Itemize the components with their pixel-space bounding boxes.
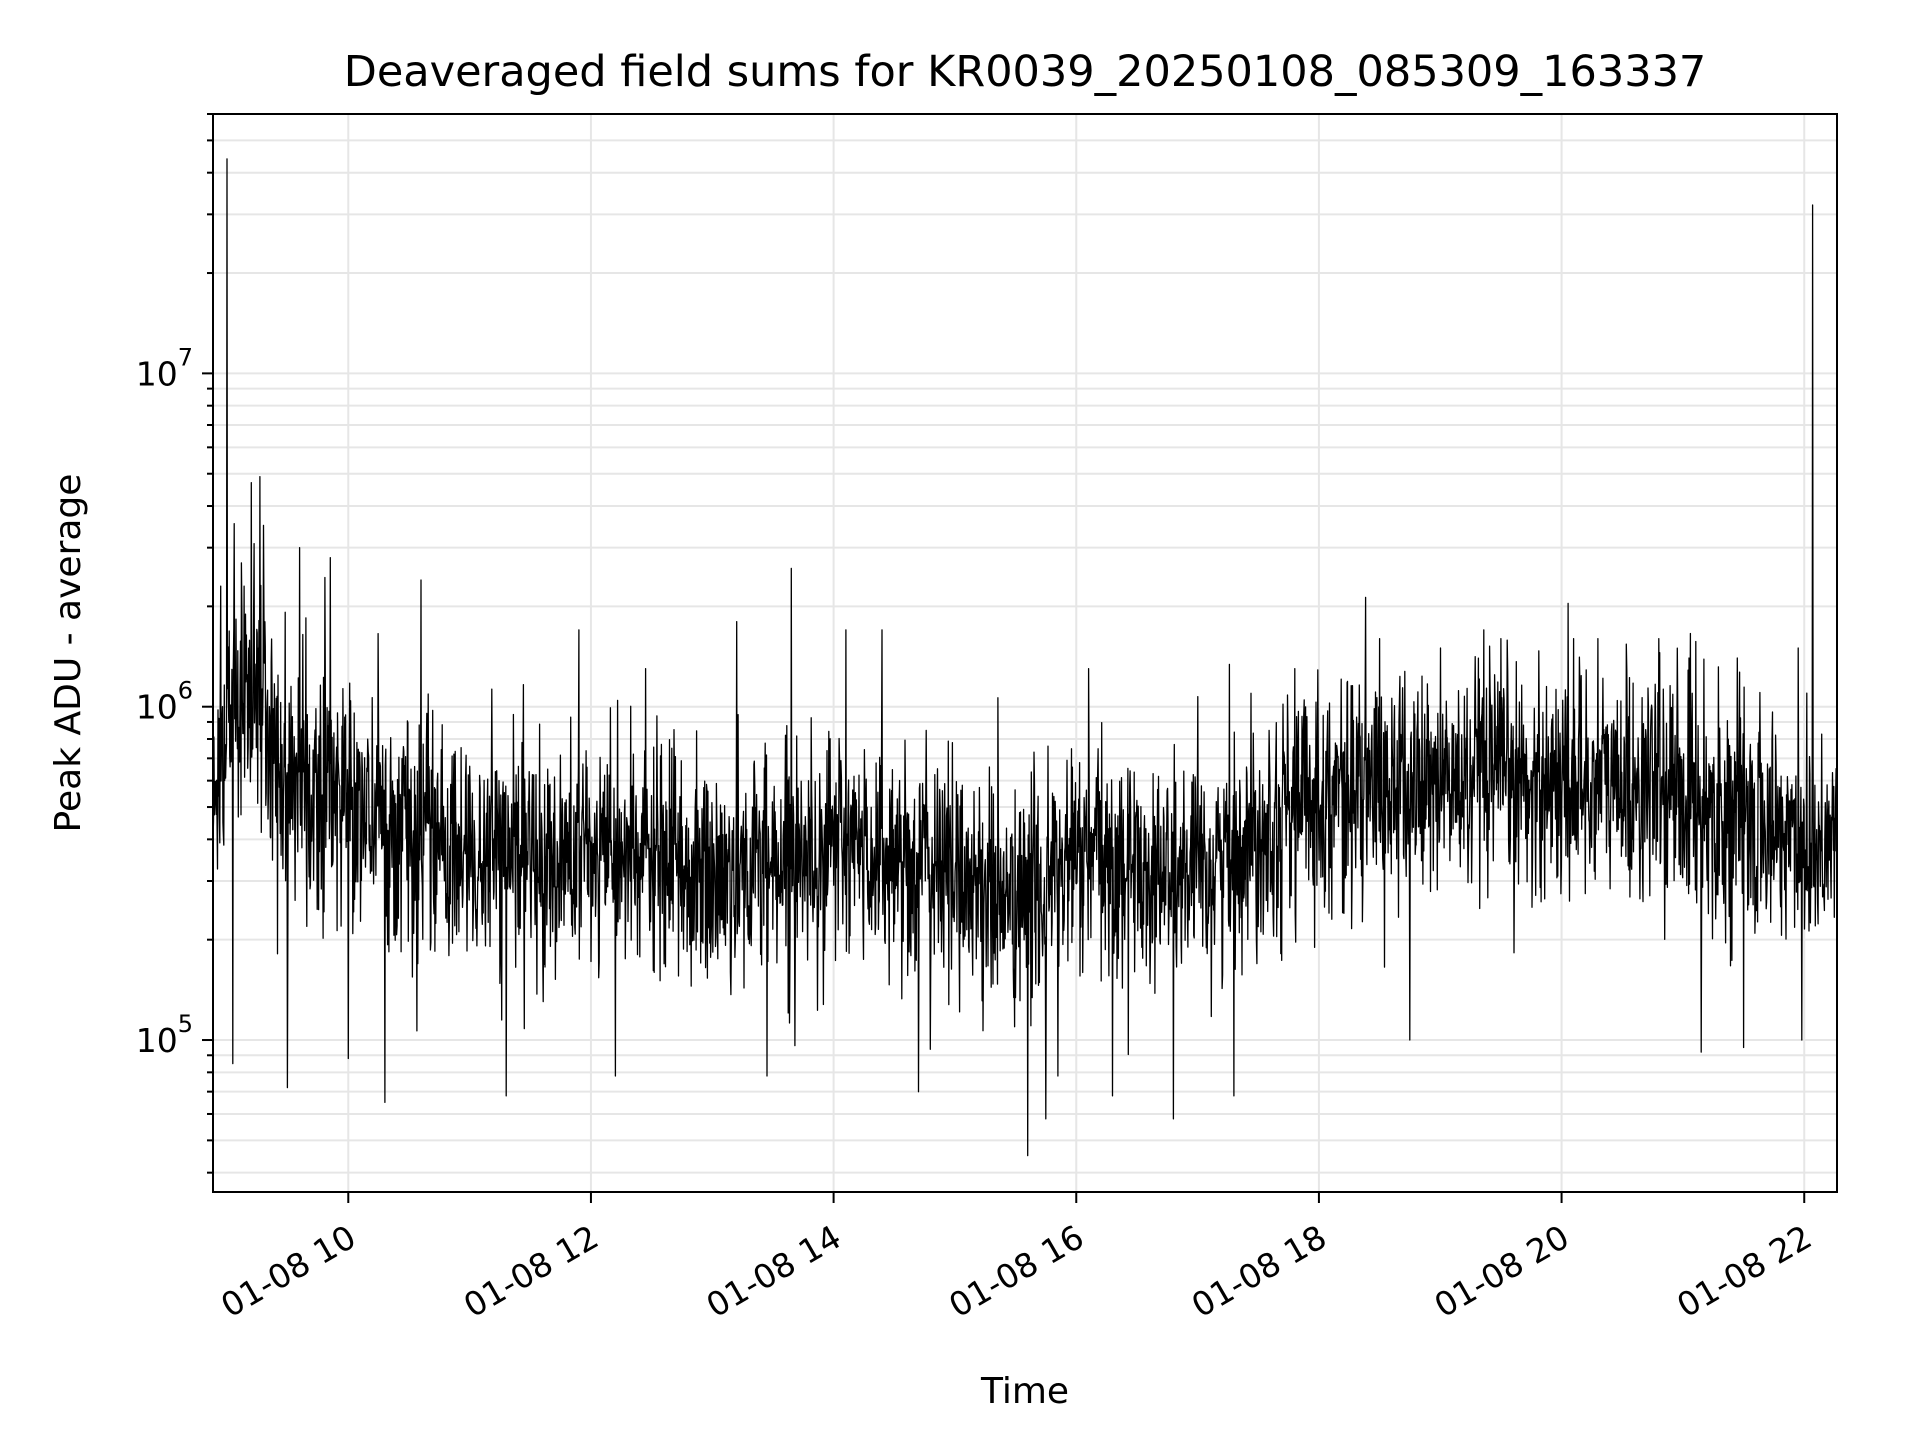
y-tick-label-exponent: 7 xyxy=(178,343,193,371)
series-layer xyxy=(212,158,1838,1157)
y-axis-label: Peak ADU - average xyxy=(48,474,89,833)
y-tick-label-base: 10 xyxy=(136,354,178,393)
y-tick-label: 106 xyxy=(136,677,193,727)
y-tick-label-base: 10 xyxy=(136,688,178,727)
series-line xyxy=(212,158,1838,1157)
x-axis-label: Time xyxy=(980,1371,1069,1412)
y-tick-label-exponent: 5 xyxy=(178,1010,193,1038)
y-tick-label-exponent: 6 xyxy=(178,677,193,705)
y-tick-label-base: 10 xyxy=(136,1021,178,1060)
plot-area-frame xyxy=(212,113,1838,1193)
y-tick-label: 105 xyxy=(136,1010,193,1060)
y-tick-label: 107 xyxy=(136,343,193,393)
chart-title: Deaveraged field sums for KR0039_2025010… xyxy=(344,47,1707,97)
grid-lines xyxy=(213,113,1837,1192)
